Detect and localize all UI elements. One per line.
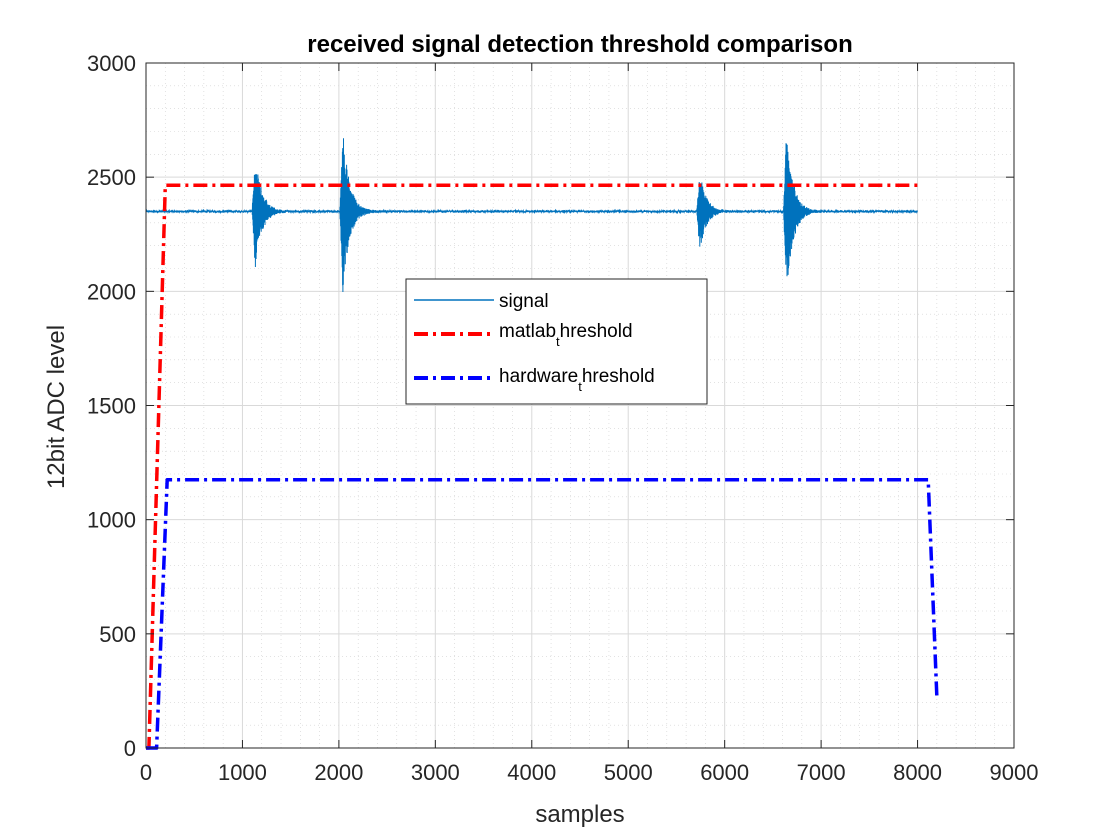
y-tick-label: 2000 xyxy=(87,279,136,304)
legend-label-matlab-threshold: matlabthreshold xyxy=(499,321,633,349)
x-tick-label: 8000 xyxy=(893,760,942,785)
x-tick-label: 1000 xyxy=(218,760,267,785)
y-tick-label: 500 xyxy=(99,622,136,647)
x-axis-label: samples xyxy=(535,801,624,828)
legend: signal matlabthreshold hardwarethreshold xyxy=(405,278,708,405)
y-tick-label: 3000 xyxy=(87,51,136,76)
minor-grid xyxy=(146,63,1014,748)
x-tick-label: 5000 xyxy=(604,760,653,785)
y-tick-label: 1500 xyxy=(87,394,136,419)
y-axis-label: 12bit ADC level xyxy=(43,325,70,489)
x-tick-label: 4000 xyxy=(507,760,556,785)
y-tick-label: 1000 xyxy=(87,508,136,533)
chart-title: received signal detection threshold comp… xyxy=(307,31,852,58)
x-tick-label: 6000 xyxy=(700,760,749,785)
x-tick-label: 2000 xyxy=(314,760,363,785)
x-axis-ticks: 0 1000 2000 3000 4000 5000 6000 7000 8000 9000 xyxy=(140,63,1039,785)
legend-label-hardware-threshold: hardwarethreshold xyxy=(499,366,655,394)
y-tick-label: 2500 xyxy=(87,165,136,190)
x-tick-label: 7000 xyxy=(797,760,846,785)
y-axis-ticks: 0 500 1000 1500 2000 2500 3000 xyxy=(87,51,1014,761)
legend-label-signal: signal xyxy=(499,291,549,312)
y-tick-label: 0 xyxy=(124,736,136,761)
x-tick-label: 3000 xyxy=(411,760,460,785)
x-tick-label: 0 xyxy=(140,760,152,785)
x-tick-label: 9000 xyxy=(990,760,1039,785)
series-line-signal xyxy=(145,138,918,293)
